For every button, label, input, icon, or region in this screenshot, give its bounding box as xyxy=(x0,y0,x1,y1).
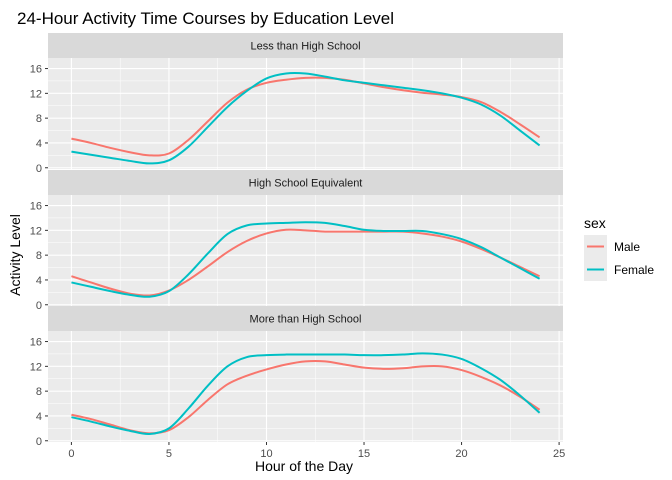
facet-strip xyxy=(48,33,563,58)
legend-label-male: Male xyxy=(614,240,640,254)
y-tick-label: 4 xyxy=(36,275,42,287)
y-tick-label: 0 xyxy=(36,300,42,312)
y-tick-label: 12 xyxy=(30,88,42,100)
y-tick-label: 8 xyxy=(36,113,42,125)
x-axis-title: Hour of the Day xyxy=(255,458,353,474)
x-tick-label: 5 xyxy=(166,448,172,460)
x-axis: 0 5 10 15 20 25 xyxy=(68,442,565,460)
panel-background xyxy=(48,331,563,442)
series-line-female xyxy=(71,352,541,435)
x-tick-label: 0 xyxy=(68,448,74,460)
y-axis-title: Activity Level xyxy=(7,214,23,296)
legend-title: sex xyxy=(584,215,606,231)
x-tick-label: 10 xyxy=(260,448,272,460)
facet-strip-label: Less than High School xyxy=(250,41,360,53)
legend-label-female: Female xyxy=(614,263,654,277)
facet-panel: High School Equivalent 0 4 8 12 16 xyxy=(30,170,563,312)
facet-strip xyxy=(48,170,563,195)
y-tick-label: 16 xyxy=(30,64,42,76)
y-tick-label: 4 xyxy=(36,411,42,423)
y-tick-label: 8 xyxy=(36,386,42,398)
y-tick-label: 8 xyxy=(36,250,42,262)
series-line-male xyxy=(71,228,541,297)
x-tick-label: 20 xyxy=(455,448,467,460)
y-tick-label: 0 xyxy=(36,436,42,448)
y-tick-label: 12 xyxy=(30,225,42,237)
x-tick-label: 15 xyxy=(358,448,370,460)
panel-background xyxy=(48,195,563,306)
facet-panel: More than High School 0 4 8 12 16 xyxy=(30,306,563,448)
y-tick-label: 0 xyxy=(36,163,42,175)
panel-background xyxy=(48,58,563,169)
legend: sex Male Female xyxy=(584,215,654,281)
y-tick-label: 4 xyxy=(36,138,42,150)
facet-strip xyxy=(48,306,563,331)
series-line-female xyxy=(71,72,541,165)
y-tick-label: 16 xyxy=(30,337,42,349)
facet-strip-label: More than High School xyxy=(250,314,362,326)
x-tick-label: 25 xyxy=(553,448,565,460)
y-tick-label: 16 xyxy=(30,201,42,213)
y-tick-label: 12 xyxy=(30,361,42,373)
facet-panel: Less than High School 0 4 8 12 16 xyxy=(30,33,563,175)
facet-strip-label: High School Equivalent xyxy=(249,178,363,190)
chart-title: 24-Hour Activity Time Courses by Educati… xyxy=(17,9,394,28)
series-line-female xyxy=(71,221,541,298)
